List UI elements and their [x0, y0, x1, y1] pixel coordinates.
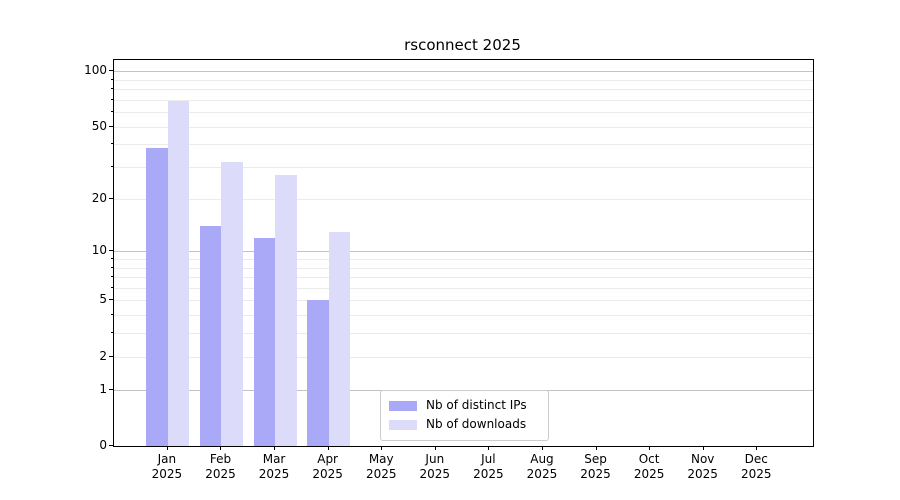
- y-tick-label: 20: [91, 190, 107, 205]
- bar-nb-of-downloads-apr-2025: [328, 231, 351, 446]
- bar-nb-of-downloads-mar-2025: [275, 175, 297, 446]
- gridline-minor: [114, 126, 813, 128]
- x-tick-label: Oct 2025: [633, 452, 665, 481]
- gridline-minor: [114, 300, 813, 302]
- gridline-minor: [114, 99, 813, 101]
- legend-item-downloads: Nb of downloads: [389, 415, 540, 434]
- x-tick-label: Nov 2025: [687, 452, 718, 481]
- x-tick-label: Jan 2025: [151, 452, 183, 481]
- legend-swatch-downloads: [389, 419, 417, 430]
- x-tick-label: May 2025: [365, 452, 397, 481]
- plot-area: Nb of distinct IPs Nb of downloads: [113, 59, 814, 447]
- gridline-minor: [114, 198, 813, 200]
- gridline-minor: [114, 356, 813, 358]
- y-tick-label: 2: [99, 348, 107, 363]
- y-tick-label: 50: [91, 118, 107, 133]
- gridline-minor: [114, 287, 813, 289]
- legend-swatch-distinct-ips: [389, 400, 417, 411]
- bar-nb-of-distinct-ips-jan-2025: [146, 148, 168, 446]
- x-tick-label: Sep 2025: [580, 452, 611, 481]
- bar-nb-of-distinct-ips-apr-2025: [307, 300, 329, 446]
- gridline-major: [114, 71, 813, 73]
- gridline-minor: [114, 144, 813, 146]
- y-tick-label: 5: [99, 292, 107, 307]
- x-tick-label: Jul 2025: [473, 452, 504, 481]
- bar-nb-of-downloads-jan-2025: [167, 100, 190, 446]
- gridline-minor: [114, 112, 813, 114]
- y-tick-label: 10: [91, 243, 107, 258]
- gridline-minor: [114, 167, 813, 169]
- y-tick-label: 0: [99, 438, 107, 452]
- x-tick-label: Apr 2025: [312, 452, 343, 481]
- bar-nb-of-distinct-ips-mar-2025: [253, 237, 276, 446]
- gridline-major: [114, 251, 813, 253]
- gridline-minor: [114, 89, 813, 91]
- legend-label-downloads: Nb of downloads: [426, 417, 527, 431]
- x-tick-label: Jun 2025: [419, 452, 451, 481]
- gridline-minor: [114, 258, 813, 260]
- y-tick-label: 1: [99, 381, 107, 396]
- gridline-minor: [114, 315, 813, 317]
- x-tick-label: Mar 2025: [258, 452, 290, 481]
- gridline-minor: [114, 79, 813, 81]
- bar-nb-of-distinct-ips-feb-2025: [199, 226, 222, 446]
- x-tick-label: Feb 2025: [205, 452, 236, 481]
- y-tick-label: 100: [84, 63, 107, 78]
- gridline-minor: [114, 267, 813, 269]
- bar-nb-of-downloads-feb-2025: [221, 161, 243, 446]
- x-tick-label: Dec 2025: [740, 452, 772, 481]
- legend-label-distinct-ips: Nb of distinct IPs: [426, 398, 527, 412]
- chart-title: rsconnect 2025: [404, 36, 521, 54]
- legend-item-distinct-ips: Nb of distinct IPs: [389, 396, 540, 415]
- x-tick-label: Aug 2025: [526, 452, 558, 481]
- legend: Nb of distinct IPs Nb of downloads: [380, 390, 549, 441]
- gridline-minor: [114, 277, 813, 279]
- gridline-minor: [114, 333, 813, 335]
